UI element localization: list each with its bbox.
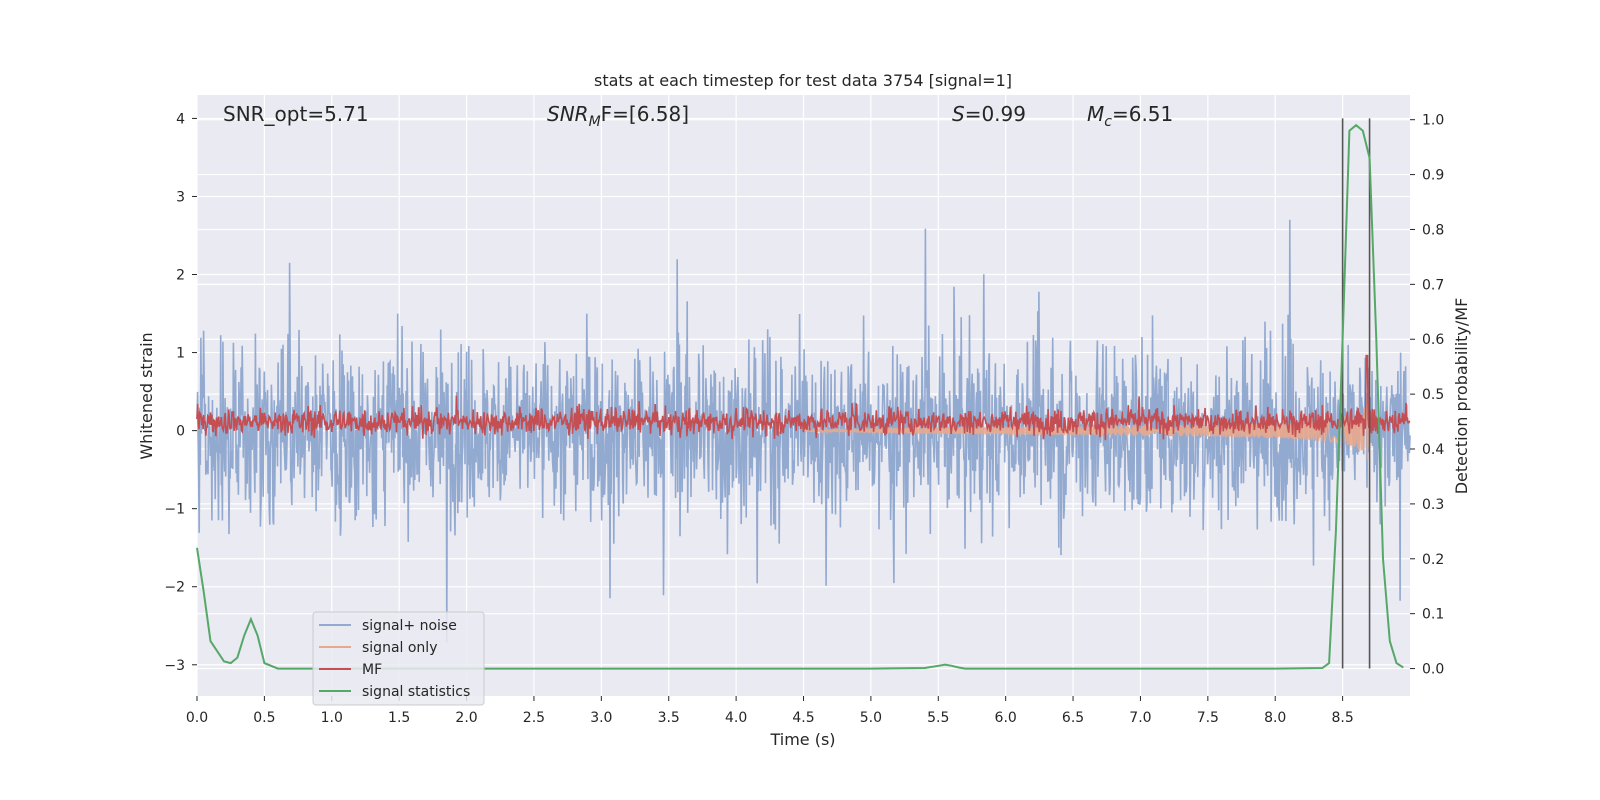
annotation-snr-mf-rest: F=[6.58] bbox=[601, 102, 689, 126]
legend-label-signal-only: signal only bbox=[362, 640, 437, 656]
y-right-axis-ticks: 0.0 0.1 0.2 0.3 0.4 0.5 0.6 0.7 0.8 0.9 1.0 bbox=[1410, 113, 1444, 678]
annotation-mc-main: M bbox=[1087, 102, 1104, 126]
signal-only-line bbox=[803, 398, 1371, 461]
signal-noise-line bbox=[196, 219, 1411, 643]
y-left-tick-label: 0 bbox=[176, 424, 185, 440]
x-axis-label: Time (s) bbox=[769, 730, 835, 749]
y-right-tick-label: 1.0 bbox=[1422, 113, 1444, 129]
x-tick-label: 4.0 bbox=[725, 710, 747, 726]
x-tick-label: 2.5 bbox=[523, 710, 545, 726]
y-left-tick-label: −2 bbox=[164, 580, 185, 596]
signal-statistics-series bbox=[196, 123, 1404, 670]
legend-label-mf: MF bbox=[362, 662, 382, 678]
x-tick-label: 5.5 bbox=[927, 710, 949, 726]
y-right-tick-label: 0.7 bbox=[1422, 277, 1444, 293]
annotation-snr-mf: SNRMF=[6.58] bbox=[547, 102, 689, 130]
y-right-tick-label: 0.5 bbox=[1422, 387, 1444, 403]
annotation-snr-opt: SNR_opt=5.71 bbox=[223, 102, 369, 126]
y-right-tick-label: 0.4 bbox=[1422, 442, 1444, 458]
legend-box bbox=[312, 611, 485, 706]
annotation-snr-mf-sub: M bbox=[589, 114, 601, 130]
y-right-tick-label: 0.0 bbox=[1422, 662, 1444, 678]
y-left-tick-label: 2 bbox=[176, 268, 185, 284]
signal-noise-series bbox=[196, 219, 1411, 643]
x-tick-label: 3.0 bbox=[590, 710, 612, 726]
x-tick-label: 6.5 bbox=[1062, 710, 1084, 726]
y-left-tick-label: 4 bbox=[176, 111, 185, 127]
mf-line bbox=[196, 354, 1411, 441]
mf-series bbox=[196, 354, 1411, 441]
y-left-tick-label: 1 bbox=[176, 346, 185, 362]
legend: signal+ noise signal only MF signal stat… bbox=[312, 611, 485, 706]
x-tick-label: 7.0 bbox=[1129, 710, 1151, 726]
signal-statistics-line bbox=[196, 123, 1404, 670]
y-right-tick-label: 0.9 bbox=[1422, 168, 1444, 184]
x-tick-label: 7.5 bbox=[1197, 710, 1219, 726]
y-right-tick-label: 0.8 bbox=[1422, 222, 1444, 238]
x-axis-ticks: 0.0 0.5 1.0 1.5 2.0 2.5 3.0 3.5 4.0 4.5 5.0 5.5 6.0 6… bbox=[186, 696, 1354, 726]
x-tick-label: 3.5 bbox=[658, 710, 680, 726]
x-tick-label: 8.5 bbox=[1331, 710, 1353, 726]
annotation-s-main: S bbox=[952, 102, 965, 126]
signal-only-series bbox=[803, 398, 1371, 461]
x-tick-label: 8.0 bbox=[1264, 710, 1286, 726]
chart-title: stats at each timestep for test data 375… bbox=[594, 71, 1012, 90]
y-right-tick-label: 0.6 bbox=[1422, 332, 1444, 348]
x-tick-label: 5.0 bbox=[860, 710, 882, 726]
y-right-tick-label: 0.1 bbox=[1422, 607, 1444, 623]
annotation-mc: Mc=6.51 bbox=[1087, 102, 1173, 130]
y-left-tick-label: −1 bbox=[164, 502, 185, 518]
x-tick-label: 1.0 bbox=[321, 710, 343, 726]
x-tick-label: 0.0 bbox=[186, 710, 208, 726]
annotation-mc-rest: =6.51 bbox=[1112, 102, 1173, 126]
y-right-axis-label: Detection probability/MF bbox=[1452, 298, 1471, 495]
x-tick-label: 0.5 bbox=[253, 710, 275, 726]
y-right-tick-label: 0.2 bbox=[1422, 552, 1444, 568]
x-tick-label: 6.0 bbox=[995, 710, 1017, 726]
annotation-mc-sub: c bbox=[1104, 114, 1112, 130]
legend-label-noise: signal+ noise bbox=[362, 618, 457, 634]
y-left-axis-label: Whitened strain bbox=[137, 332, 156, 459]
y-left-tick-label: −3 bbox=[164, 658, 185, 674]
y-left-tick-label: 3 bbox=[176, 189, 185, 205]
x-tick-label: 2.0 bbox=[455, 710, 477, 726]
annotation-s-rest: =0.99 bbox=[965, 102, 1026, 126]
vertical-markers bbox=[1341, 118, 1371, 669]
x-tick-label: 1.5 bbox=[388, 710, 410, 726]
y-right-tick-label: 0.3 bbox=[1422, 497, 1444, 513]
annotation-s: S=0.99 bbox=[952, 102, 1026, 126]
legend-label-statistics: signal statistics bbox=[362, 684, 470, 700]
y-left-axis-ticks: −3 −2 −1 0 1 2 3 4 bbox=[164, 111, 197, 674]
annotation-snr-mf-main: SNR bbox=[547, 102, 589, 126]
x-tick-label: 4.5 bbox=[792, 710, 814, 726]
